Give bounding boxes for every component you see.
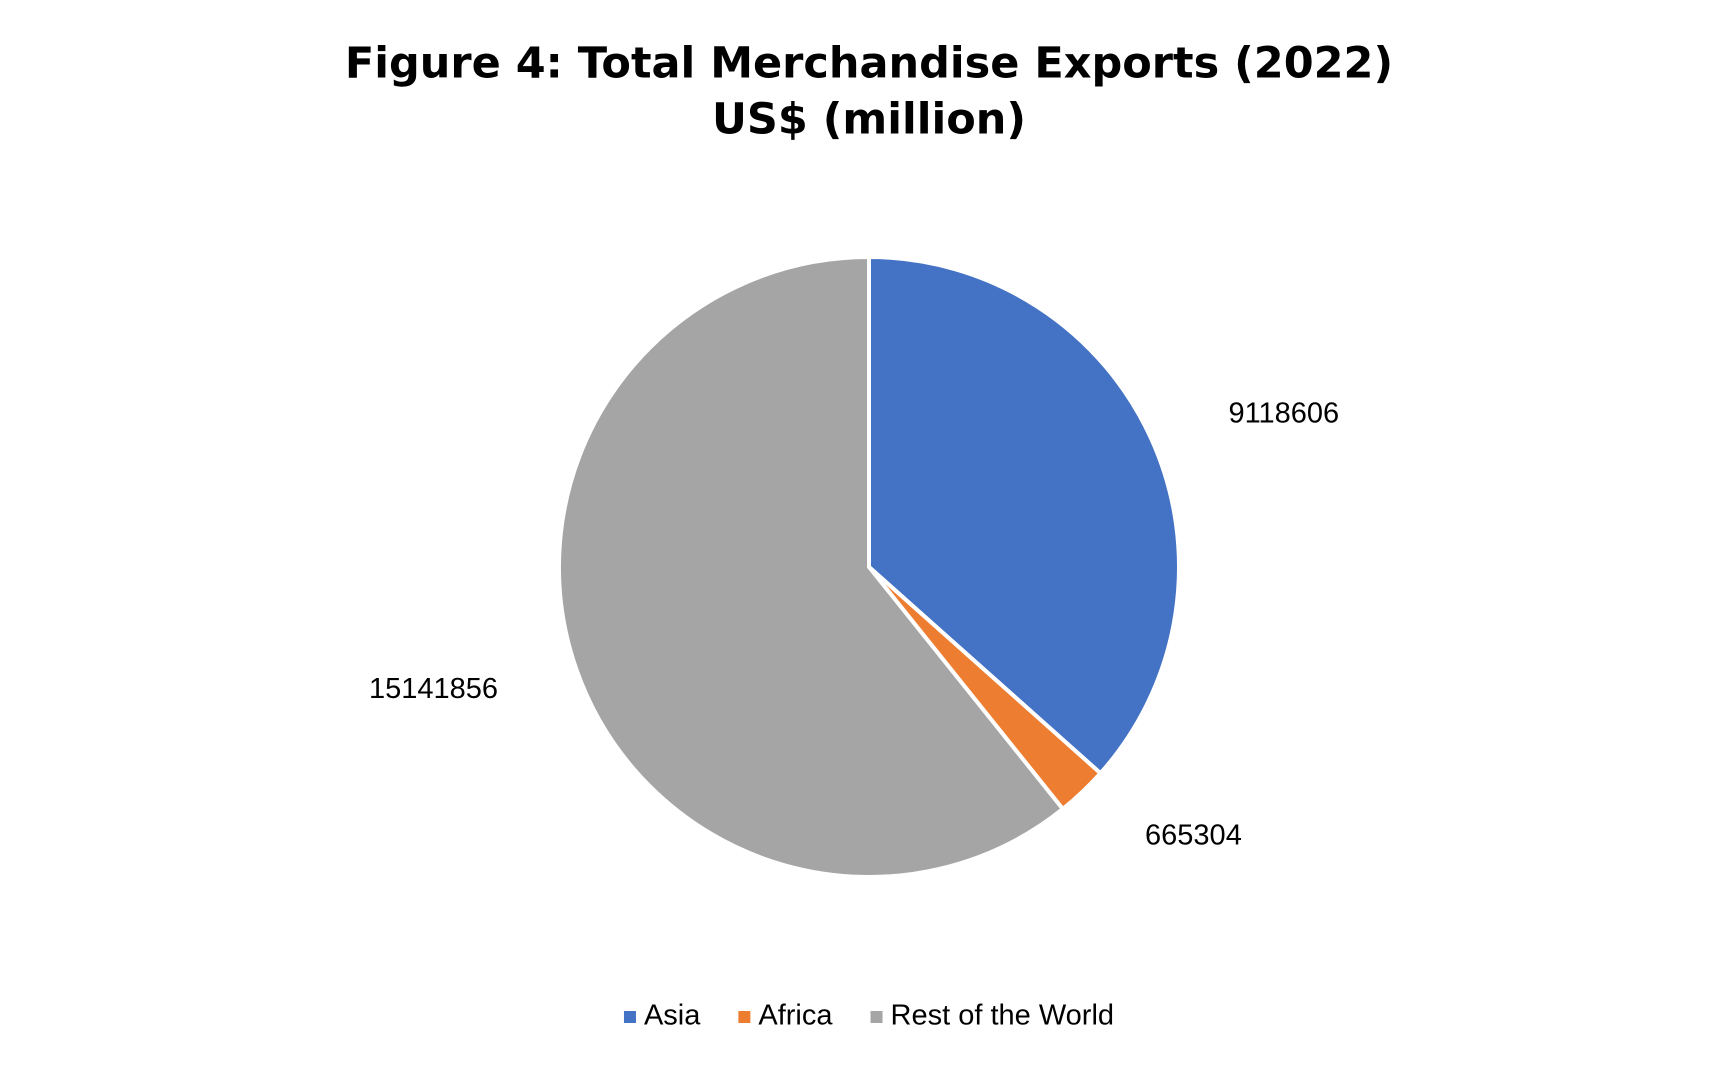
pie-slice (867, 254, 1181, 777)
legend-label: Rest of the World (891, 1000, 1115, 1032)
data-label: 9118606 (1228, 397, 1339, 429)
legend-marker (738, 1011, 751, 1023)
chart-title: Figure 4: Total Merchandise Exports (202… (345, 39, 1393, 89)
legend-marker (870, 1011, 883, 1023)
legend-label: Asia (644, 1000, 701, 1032)
chart-subtitle: US$ (million) (712, 95, 1026, 145)
data-label: 665304 (1145, 820, 1242, 852)
legend-label: Africa (758, 1000, 833, 1032)
legend-marker (623, 1011, 636, 1023)
data-label: 15141856 (369, 673, 498, 705)
pie-slice (557, 254, 1066, 879)
